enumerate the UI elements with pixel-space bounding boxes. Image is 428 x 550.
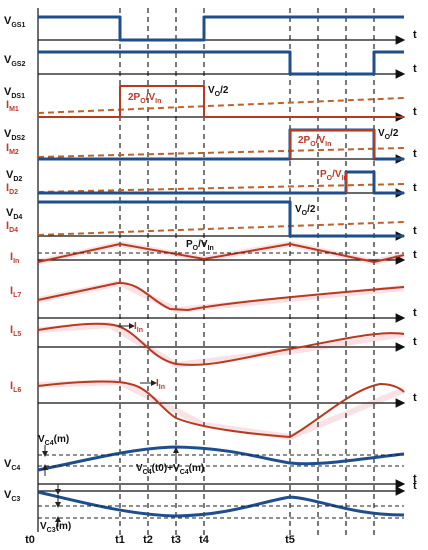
glow-layer bbox=[37, 240, 406, 441]
time-label-t0: t0 bbox=[25, 534, 35, 546]
il5-waveform bbox=[37, 322, 405, 366]
label-vgs1: VGS1 bbox=[4, 15, 25, 29]
vd4-waveform bbox=[38, 200, 404, 238]
il7-waveform bbox=[37, 281, 405, 311]
vgs2-waveform bbox=[38, 50, 404, 76]
id2-waveform bbox=[37, 183, 405, 193]
vds1-waveform bbox=[38, 85, 404, 118]
ann-vo-half-2: VO/2 bbox=[378, 128, 399, 141]
t-axis-label-4: t bbox=[413, 182, 417, 194]
label-vgs2: VGS2 bbox=[4, 54, 25, 68]
t-axis-label-11: t bbox=[413, 480, 417, 492]
label-im1: IM1 bbox=[6, 99, 19, 113]
annotations: VO/2 2PO/VIn 2PO/VIn VO/2 PO/VIn VO/2 PO… bbox=[38, 85, 399, 534]
ann-2po-vin-2: 2PO/VIn bbox=[298, 135, 331, 148]
t-axis-label-1: t bbox=[413, 63, 417, 75]
ann-vo-half-1: VO/2 bbox=[208, 85, 229, 98]
ann-po-vin-d2: PO/VIn bbox=[320, 169, 348, 182]
row-labels: VGS1 VGS2 VDS1 IM1 VDS2 IM2 VD2 ID2 VD4 … bbox=[4, 15, 25, 503]
label-il7: IL7 bbox=[10, 285, 21, 299]
ann-vo-half-3: VO/2 bbox=[295, 204, 316, 217]
ann-2po-vin-1: 2PO/VIn bbox=[128, 92, 161, 105]
label-vd2: VD2 bbox=[6, 169, 22, 183]
vc4-waveform bbox=[37, 445, 405, 472]
time-label-t3: t3 bbox=[171, 534, 181, 546]
vd2-waveform bbox=[38, 170, 404, 195]
iin-waveform bbox=[37, 243, 405, 263]
time-label-t4: t4 bbox=[199, 534, 210, 546]
t-axis-label-7: t bbox=[413, 307, 417, 319]
vc3-waveform bbox=[37, 490, 405, 518]
t-axis-label-9: t bbox=[413, 392, 417, 404]
im2-waveform bbox=[37, 147, 405, 158]
time-label-t1: t1 bbox=[115, 534, 125, 546]
label-il5: IL5 bbox=[10, 324, 21, 338]
ann-iin-l6: IIn bbox=[156, 378, 165, 391]
ann-vc4-sum: VC4(t0)+VC4(m) bbox=[136, 463, 204, 476]
ann-vc3m: VC3(m) bbox=[40, 521, 71, 534]
t-axis-label-2: t bbox=[413, 106, 417, 118]
label-iin: IIn bbox=[10, 251, 19, 265]
label-vd4: VD4 bbox=[6, 207, 22, 221]
label-vc4: VC4 bbox=[4, 458, 20, 472]
label-vc3: VC3 bbox=[4, 489, 20, 503]
t-axis-label-0: t bbox=[413, 29, 417, 41]
t-axis-label-3: t bbox=[413, 148, 417, 160]
time-labels: t0 t1 t2 t3 t4 t5 bbox=[25, 534, 295, 546]
il6-waveform bbox=[37, 380, 405, 438]
ann-iin-l5: IIn bbox=[134, 321, 143, 334]
label-id2: ID2 bbox=[6, 182, 18, 196]
time-label-t2: t2 bbox=[143, 534, 153, 546]
label-im2: IM2 bbox=[6, 142, 19, 156]
label-vds2: VDS2 bbox=[4, 128, 25, 142]
annotation-arrows bbox=[42, 323, 179, 527]
label-il6: IL6 bbox=[10, 380, 21, 394]
vds2-red-overlay bbox=[289, 129, 375, 159]
label-vds1: VDS1 bbox=[4, 86, 25, 100]
time-grid bbox=[119, 8, 375, 535]
ann-po-vin-in: PO/VIn bbox=[186, 239, 214, 252]
id4-waveform bbox=[37, 221, 405, 236]
waveforms bbox=[37, 15, 405, 519]
im1-waveform bbox=[37, 97, 405, 114]
vgs1-waveform bbox=[38, 15, 404, 42]
ann-vc4m-top: VC4(m) bbox=[38, 434, 69, 447]
t-axis-label-6: t bbox=[413, 249, 417, 261]
t-axis-label-10: t bbox=[413, 473, 417, 485]
label-id4: ID4 bbox=[6, 220, 18, 234]
time-label-t5: t5 bbox=[285, 534, 295, 546]
t-axis-label-5: t bbox=[413, 225, 417, 237]
t-axis-label-8: t bbox=[413, 336, 417, 348]
